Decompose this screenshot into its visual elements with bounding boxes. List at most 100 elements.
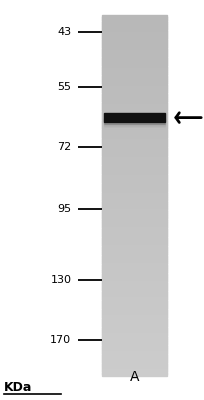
Bar	[102, 132, 167, 135]
Bar	[102, 314, 167, 317]
Bar	[102, 21, 167, 23]
Bar	[102, 120, 167, 122]
Bar	[102, 215, 167, 218]
Bar	[102, 206, 167, 209]
Bar	[102, 192, 167, 194]
Bar	[102, 237, 167, 239]
Bar	[102, 256, 167, 259]
Text: 55: 55	[57, 82, 71, 92]
Bar	[102, 98, 167, 101]
Bar	[102, 40, 167, 43]
Bar	[102, 357, 167, 360]
Bar	[102, 364, 167, 367]
Bar	[102, 50, 167, 52]
Bar	[102, 179, 167, 182]
Bar	[102, 147, 167, 149]
Bar	[102, 154, 167, 156]
Bar	[102, 136, 167, 138]
Bar	[104, 114, 165, 116]
Bar	[102, 96, 167, 99]
Text: 95: 95	[57, 204, 71, 214]
Bar	[102, 218, 167, 221]
Bar	[102, 300, 167, 302]
Bar	[102, 273, 167, 275]
Bar	[102, 328, 167, 331]
Bar	[102, 184, 167, 187]
Bar	[102, 122, 167, 124]
Bar	[104, 133, 165, 135]
Bar	[102, 249, 167, 252]
Bar	[102, 325, 167, 327]
Bar	[102, 94, 167, 97]
Bar	[102, 287, 167, 290]
Bar	[102, 230, 167, 232]
Bar	[102, 125, 167, 128]
Bar	[102, 159, 167, 162]
Bar	[102, 22, 167, 25]
Bar	[102, 247, 167, 250]
Bar	[102, 150, 167, 153]
Bar	[102, 318, 167, 320]
Bar	[102, 53, 167, 56]
Bar	[102, 336, 167, 338]
Bar	[102, 251, 167, 254]
Bar	[102, 312, 167, 315]
Bar	[102, 42, 167, 45]
Bar	[102, 64, 167, 66]
Bar	[104, 113, 165, 122]
Bar	[102, 46, 167, 48]
Bar	[102, 69, 167, 72]
Bar	[104, 125, 165, 127]
Bar	[102, 274, 167, 277]
Bar	[104, 118, 165, 119]
Bar	[102, 24, 167, 27]
Bar	[102, 242, 167, 245]
Bar	[102, 201, 167, 203]
Bar	[104, 127, 165, 129]
Bar	[102, 143, 167, 146]
Bar	[102, 235, 167, 238]
Bar	[102, 188, 167, 191]
Bar	[102, 116, 167, 119]
Bar	[102, 339, 167, 342]
Text: 72: 72	[57, 142, 71, 152]
Bar	[104, 113, 165, 115]
Bar	[102, 307, 167, 310]
Bar	[102, 51, 167, 54]
Bar	[102, 148, 167, 151]
Bar	[102, 269, 167, 272]
Bar	[102, 271, 167, 274]
Bar	[102, 194, 167, 196]
Bar	[102, 280, 167, 282]
Bar	[102, 57, 167, 59]
Bar	[102, 102, 167, 104]
Bar	[102, 80, 167, 83]
Bar	[102, 316, 167, 318]
Bar	[102, 62, 167, 64]
Bar	[102, 208, 167, 210]
Bar	[102, 71, 167, 74]
Bar	[102, 68, 167, 70]
Bar	[102, 226, 167, 228]
Bar	[102, 199, 167, 202]
Bar	[102, 348, 167, 351]
Bar	[102, 354, 167, 356]
Bar	[102, 267, 167, 270]
Bar	[102, 332, 167, 334]
Bar	[104, 122, 165, 124]
Bar	[102, 334, 167, 336]
Bar	[102, 104, 167, 106]
Bar	[102, 181, 167, 183]
Text: 130: 130	[50, 275, 71, 285]
Bar	[102, 344, 167, 347]
Bar	[102, 163, 167, 166]
Bar	[102, 246, 167, 248]
Bar	[102, 224, 167, 226]
Bar	[102, 158, 167, 160]
Bar	[102, 321, 167, 324]
Bar	[102, 84, 167, 86]
Bar	[102, 37, 167, 40]
Bar	[102, 44, 167, 47]
Bar	[102, 359, 167, 362]
Bar	[102, 93, 167, 95]
